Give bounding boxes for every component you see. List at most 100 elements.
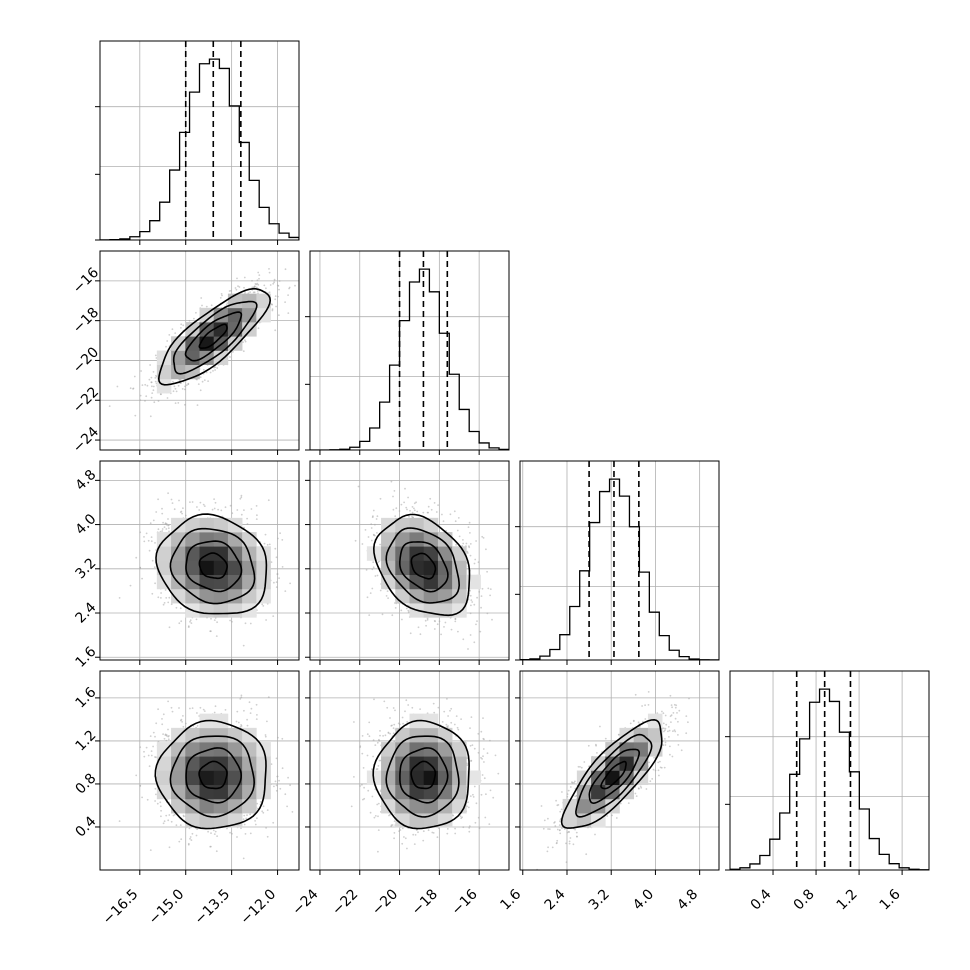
density-cell (199, 574, 215, 590)
density-cell (562, 813, 578, 828)
density-cell (605, 770, 620, 786)
density-cell (423, 603, 439, 618)
density-cell (171, 546, 186, 561)
contour-level-3 (372, 719, 470, 830)
density-cell (562, 798, 578, 814)
x-tick-label-3-2: 1.2 (834, 886, 861, 913)
density-cell (227, 517, 243, 533)
density-cell (213, 517, 229, 533)
density-cell (591, 784, 606, 800)
y-tick-label-2-4: 4.8 (72, 467, 99, 494)
contour-level-1 (399, 747, 449, 804)
panel-2-0: 1.6 2.4 3.2 4.0 4.8 (72, 460, 300, 671)
y-tick-label-1-1: −22 (70, 384, 102, 416)
density-1-0 (108, 268, 296, 418)
density-cell (199, 727, 215, 743)
contour-level-2 (169, 735, 256, 818)
density-cell (213, 546, 229, 561)
density-cell (256, 293, 271, 309)
density-cell (227, 603, 243, 618)
density-cell (213, 350, 229, 366)
density-cell (423, 742, 439, 757)
density-3-2 (536, 691, 690, 870)
contour-level-2 (172, 300, 258, 375)
x-tick-label-0-2: −13.5 (192, 886, 234, 928)
density-2-0 (118, 492, 299, 647)
density-cell (381, 742, 396, 757)
x-tick-label-1-1: −22 (329, 886, 361, 918)
contour-level-2 (575, 733, 653, 818)
panel-frame (309, 250, 510, 451)
y-tick-label-1-3: −18 (70, 305, 102, 337)
density-cell (605, 756, 620, 771)
density-cell (395, 546, 410, 561)
density-cell (185, 546, 200, 561)
panel-3-0: 0.4 0.8 1.2 1.6 −16.5 −15.0 −13.5 −12.0 (72, 670, 300, 928)
histogram-2 (520, 478, 719, 660)
density-cell (185, 350, 200, 366)
density-cell (242, 322, 257, 337)
y-tick-label-3-1: 0.8 (72, 770, 99, 797)
density-cell (213, 588, 229, 604)
panel-2-1 (305, 460, 510, 665)
y-tick-label-1-4: −16 (70, 265, 102, 297)
contour-level-1 (588, 748, 641, 805)
density-cell (423, 756, 439, 771)
x-tick-label-2-3: 4.0 (630, 886, 657, 913)
x-tick-label-3-1: 0.8 (791, 886, 818, 913)
density-cell (227, 560, 243, 576)
density-cell (409, 574, 425, 590)
density-cell (199, 742, 215, 757)
density-cell (242, 756, 257, 771)
panel-frame (519, 670, 720, 871)
density-cell (395, 727, 410, 743)
density-cell (171, 588, 186, 604)
density-cell (199, 603, 215, 618)
density-cell (409, 588, 425, 604)
density-cell (185, 517, 200, 533)
x-tick-label-2-1: 2.4 (542, 886, 569, 913)
density-cell (395, 560, 410, 576)
density-cell (423, 588, 439, 604)
density-cell (242, 742, 257, 757)
contour-level-3 (154, 719, 267, 830)
density-cell (227, 770, 243, 786)
density-cell (185, 742, 200, 757)
x-tick-label-0-0: −16.5 (100, 886, 142, 928)
density-cell (156, 784, 172, 800)
density-cell (156, 560, 172, 576)
contour-level-3 (157, 288, 272, 386)
contour-level-1 (185, 540, 243, 593)
density-cell (395, 756, 410, 771)
density-cell (409, 798, 425, 814)
contour-level-3 (372, 513, 471, 617)
x-tick-label-0-1: −15.0 (146, 886, 188, 928)
density-cell (381, 770, 396, 786)
x-tick-label-1-4: −16 (449, 886, 481, 918)
density-cell (199, 560, 215, 576)
density-cell (256, 574, 271, 590)
density-cell (409, 727, 425, 743)
y-tick-label-3-0: 0.4 (72, 813, 99, 840)
panel-1-1 (305, 250, 510, 455)
x-tick-label-0-3: −12.0 (238, 886, 280, 928)
y-tick-label-2-0: 1.6 (72, 644, 99, 671)
panel-3-1: −24 −22 −20 −18 −16 (289, 670, 510, 919)
density-cell (605, 742, 620, 757)
panel-frame (99, 460, 300, 661)
x-tick-label-1-2: −20 (369, 886, 401, 918)
density-cell (227, 798, 243, 814)
density-cell (633, 742, 649, 757)
x-tick-label-3-3: 1.6 (877, 886, 904, 913)
density-2-1 (354, 480, 493, 650)
y-tick-label-1-0: −24 (70, 424, 102, 456)
y-tick-label-3-2: 1.2 (72, 727, 99, 754)
density-cell (185, 322, 200, 337)
density-cell (395, 813, 410, 828)
panel-frame (99, 40, 300, 241)
density-cell (171, 560, 186, 576)
density-3-0 (118, 694, 294, 860)
contour-level-3 (560, 718, 663, 829)
panel-1-0: −24 −22 −20 −18 −16 (70, 250, 300, 456)
